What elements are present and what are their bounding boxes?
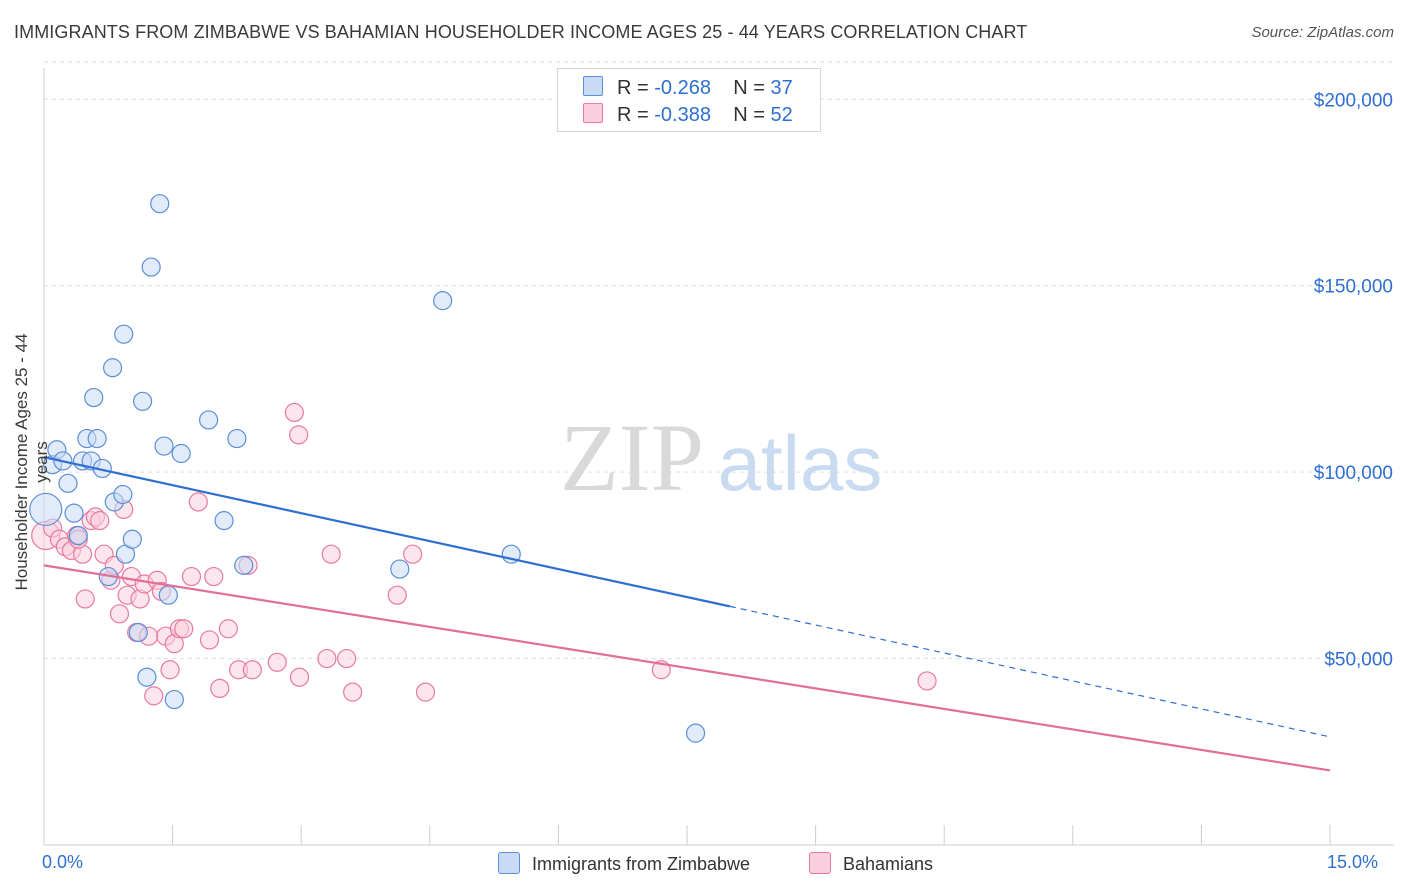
x-tick-label-max: 15.0% <box>1327 852 1379 872</box>
data-point <box>685 723 706 743</box>
data-point <box>199 410 219 430</box>
data-point <box>242 660 262 680</box>
data-point <box>403 544 423 564</box>
legend-r-label: R = <box>617 77 655 99</box>
data-point <box>150 194 170 214</box>
chart-title: IMMIGRANTS FROM ZIMBABWE VS BAHAMIAN HOU… <box>14 22 1028 42</box>
data-point <box>68 525 88 546</box>
data-point <box>114 324 134 344</box>
data-point <box>137 667 157 687</box>
series-bahamians <box>31 402 937 706</box>
data-point <box>122 529 142 549</box>
bottom-legend-swatch-pink <box>809 852 831 874</box>
data-point <box>317 648 337 669</box>
data-point <box>204 566 224 587</box>
data-point <box>415 682 436 702</box>
data-point <box>390 559 410 579</box>
legend-row-bahamians: R = -0.388 N = 52 <box>583 103 793 127</box>
data-point <box>234 555 254 575</box>
data-point <box>109 604 130 624</box>
watermark-atlas: atlas <box>718 419 883 507</box>
trend-lines <box>43 456 1331 772</box>
data-point <box>214 511 234 531</box>
data-point <box>917 671 937 691</box>
data-point <box>141 257 161 277</box>
data-point <box>164 689 184 710</box>
legend-n-value: 52 <box>770 104 793 126</box>
data-point <box>321 544 341 564</box>
series-zimbabwe <box>29 194 706 743</box>
data-point <box>75 589 95 609</box>
data-point <box>128 622 148 643</box>
y-tick-label: $200,000 <box>1314 90 1393 111</box>
bottom-legend-label: Immigrants from Zimbabwe <box>532 854 751 874</box>
data-point <box>87 428 107 449</box>
source-credit: Source: ZipAtlas.com <box>1251 24 1394 41</box>
axes <box>43 68 1394 846</box>
bottom-legend-zimbabwe: Immigrants from Zimbabwe <box>498 852 750 875</box>
data-point <box>160 660 180 680</box>
data-point <box>267 652 287 672</box>
data-point <box>289 667 310 687</box>
watermark-zip: ZIP <box>560 404 704 511</box>
data-point <box>227 428 247 449</box>
data-point <box>64 503 84 523</box>
data-point <box>218 619 238 639</box>
data-point <box>102 358 123 378</box>
legend-swatch-pink <box>583 103 603 123</box>
data-point <box>343 682 363 702</box>
data-point <box>210 678 230 699</box>
legend-n-label: N = <box>733 77 771 99</box>
trend-line-zimbabwe <box>43 456 731 608</box>
data-point <box>199 630 220 650</box>
data-point <box>113 484 133 505</box>
data-point <box>387 585 407 605</box>
bottom-legend-swatch-blue <box>498 852 520 874</box>
y-axis-label: Householder Income Ages 25 - 44 years <box>12 333 51 591</box>
y-tick-label: $50,000 <box>1324 650 1393 671</box>
legend-n-label: N = <box>733 104 771 126</box>
data-point <box>174 619 194 639</box>
data-point <box>433 291 453 311</box>
bottom-legend-label: Bahamians <box>843 854 934 874</box>
data-point <box>84 387 104 408</box>
x-tick-label-min: 0.0% <box>42 852 84 872</box>
legend-swatch-blue <box>583 76 603 96</box>
data-point <box>289 425 309 445</box>
legend-r-label: R = <box>617 104 655 126</box>
data-point <box>171 443 191 464</box>
data-point <box>132 391 153 411</box>
data-point <box>188 492 208 512</box>
data-point <box>144 686 164 706</box>
bottom-legend-bahamians: Bahamians <box>809 852 933 875</box>
y-tick-labels: $50,000 $100,000 $150,000 $200,000 <box>1314 90 1393 670</box>
data-point <box>181 566 202 587</box>
data-point <box>284 402 304 423</box>
legend-r-value: -0.388 <box>654 104 711 126</box>
data-point <box>154 436 174 456</box>
data-point <box>337 648 357 669</box>
legend: R = -0.268 N = 37 R = -0.388 N = 52 <box>557 68 821 132</box>
data-point <box>158 585 178 605</box>
legend-n-value: 37 <box>770 77 793 99</box>
trend-line-zimbabwe-extension <box>729 605 1331 738</box>
trend-line-bahamians <box>43 564 1331 772</box>
y-tick-label: $100,000 <box>1314 463 1393 484</box>
legend-r-value: -0.268 <box>654 77 711 99</box>
data-point <box>90 511 110 531</box>
legend-row-zimbabwe: R = -0.268 N = 37 <box>583 76 793 100</box>
y-tick-label: $150,000 <box>1314 277 1393 298</box>
data-point <box>58 473 78 493</box>
data-point <box>29 492 63 527</box>
